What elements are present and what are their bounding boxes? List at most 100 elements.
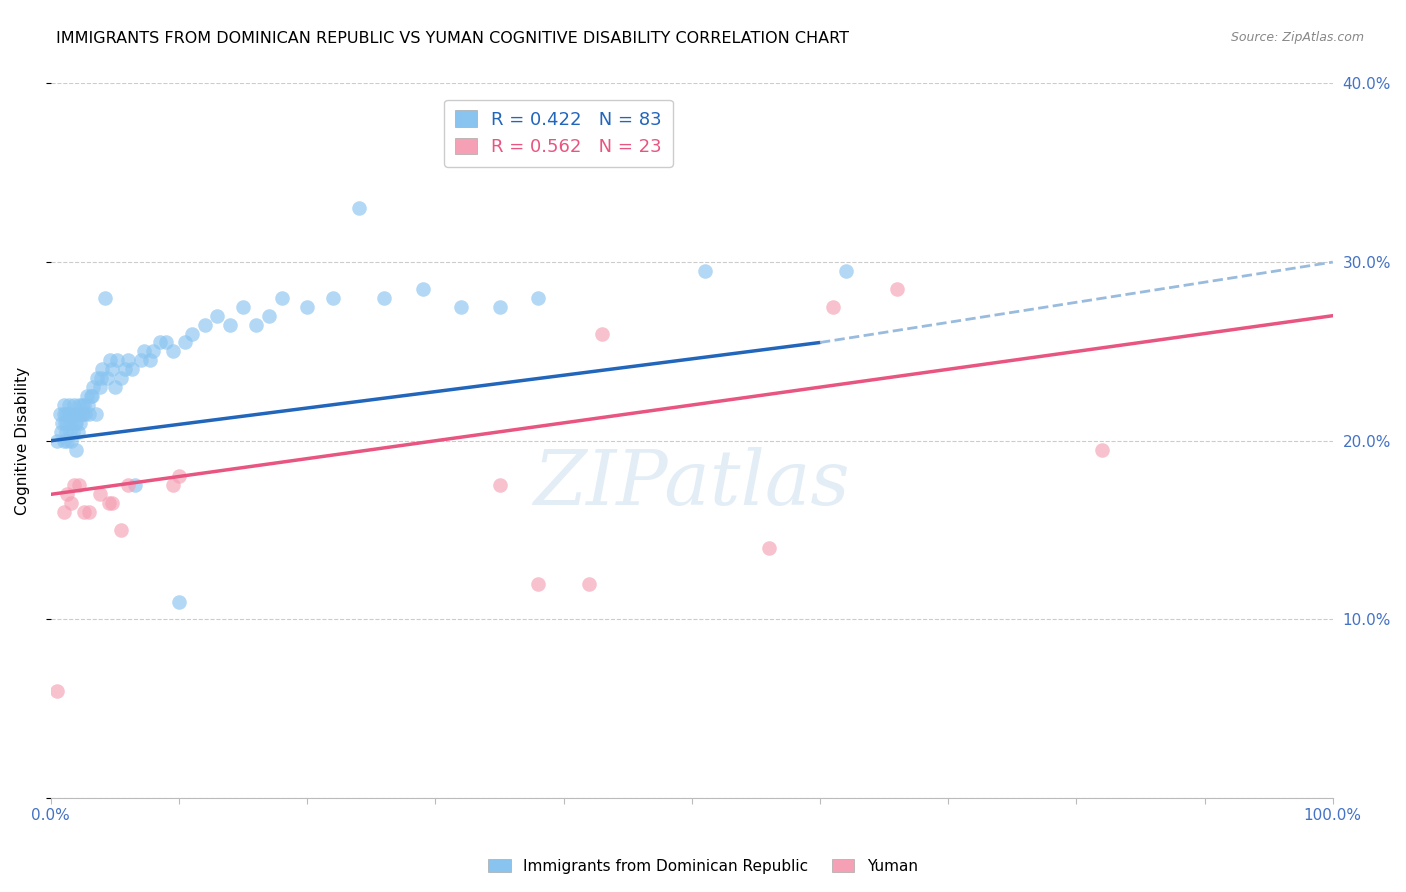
Point (1091, 442, 1114, 457)
Point (60, 434, 83, 448)
Point (245, 318, 267, 332)
Point (77, 398, 100, 412)
Point (578, 576, 600, 591)
Y-axis label: Cognitive Disability: Cognitive Disability (15, 367, 30, 515)
Point (67, 398, 90, 412)
Point (758, 541, 780, 555)
Point (257, 309, 280, 323)
Point (117, 478, 139, 492)
Text: Source: ZipAtlas.com: Source: ZipAtlas.com (1230, 31, 1364, 45)
Point (65, 442, 87, 457)
Point (46, 434, 69, 448)
Point (63, 407, 86, 421)
Point (55, 407, 77, 421)
Point (90, 371, 112, 385)
Text: ZIPatlas: ZIPatlas (533, 447, 851, 521)
Point (73, 505, 96, 519)
Point (124, 478, 146, 492)
Point (149, 335, 172, 350)
Point (56, 416, 79, 430)
Point (59, 407, 82, 421)
Point (79, 505, 101, 519)
Point (86, 371, 108, 385)
Point (67, 478, 90, 492)
Point (114, 362, 136, 376)
Point (56, 434, 79, 448)
Point (101, 362, 124, 376)
Point (82, 380, 104, 394)
Point (67, 407, 90, 421)
Point (104, 380, 127, 394)
Point (75, 407, 97, 421)
Point (591, 326, 613, 341)
Point (886, 282, 908, 296)
Point (297, 300, 319, 314)
Legend: R = 0.422   N = 83, R = 0.562   N = 23: R = 0.422 N = 83, R = 0.562 N = 23 (444, 100, 673, 167)
Point (80, 389, 103, 403)
Point (76, 389, 98, 403)
Point (142, 344, 165, 359)
Point (58, 398, 80, 412)
Point (412, 282, 434, 296)
Point (834, 264, 856, 278)
Point (527, 291, 550, 305)
Point (821, 300, 844, 314)
Point (121, 362, 143, 376)
Point (91, 362, 114, 376)
Point (70, 407, 93, 421)
Point (101, 496, 124, 510)
Point (167, 594, 190, 608)
Point (60, 496, 83, 510)
Point (134, 344, 156, 359)
Point (84, 407, 107, 421)
Legend: Immigrants from Dominican Republic, Yuman: Immigrants from Dominican Republic, Yuma… (482, 853, 924, 880)
Point (58, 407, 80, 421)
Point (527, 576, 550, 591)
Point (72, 407, 94, 421)
Point (450, 300, 472, 314)
Point (89, 380, 111, 394)
Point (63, 416, 86, 430)
Point (174, 335, 197, 350)
Point (347, 202, 370, 216)
Point (97, 496, 120, 510)
Point (591, 112, 613, 127)
Point (70, 398, 93, 412)
Point (207, 309, 229, 323)
Point (49, 425, 72, 439)
Point (66, 425, 89, 439)
Point (488, 300, 510, 314)
Point (98, 353, 121, 368)
Point (65, 416, 87, 430)
Point (93, 291, 115, 305)
Point (60, 416, 83, 430)
Point (117, 353, 139, 368)
Point (162, 478, 184, 492)
Point (52, 505, 75, 519)
Point (138, 353, 160, 368)
Point (155, 335, 177, 350)
Point (162, 344, 184, 359)
Point (89, 487, 111, 501)
Point (322, 291, 344, 305)
Point (55, 425, 77, 439)
Point (79, 407, 101, 421)
Point (110, 371, 132, 385)
Point (219, 318, 242, 332)
Point (73, 398, 96, 412)
Point (56, 487, 79, 501)
Point (488, 478, 510, 492)
Point (52, 398, 75, 412)
Point (52, 407, 75, 421)
Point (373, 291, 395, 305)
Text: IMMIGRANTS FROM DOMINICAN REPUBLIC VS YUMAN COGNITIVE DISABILITY CORRELATION CHA: IMMIGRANTS FROM DOMINICAN REPUBLIC VS YU… (56, 31, 849, 46)
Point (49, 407, 72, 421)
Point (62, 425, 84, 439)
Point (96, 371, 118, 385)
Point (69, 416, 91, 430)
Point (46, 684, 69, 698)
Point (59, 425, 82, 439)
Point (51, 416, 73, 430)
Point (107, 353, 129, 368)
Point (63, 398, 86, 412)
